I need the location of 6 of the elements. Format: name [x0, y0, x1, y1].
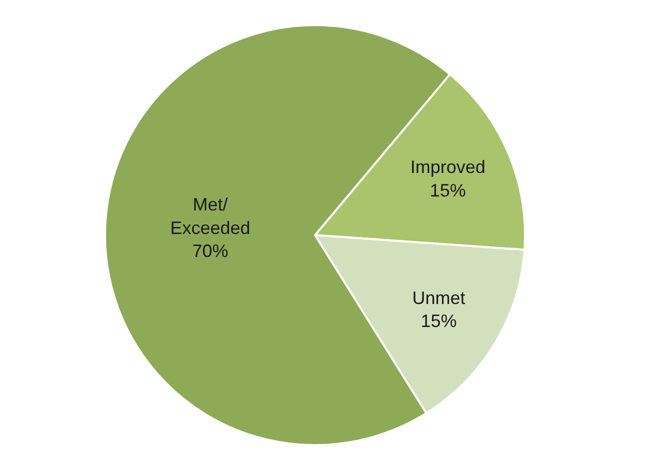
data-label: 15% [420, 311, 457, 332]
slice-label: Unmet [412, 288, 466, 308]
slice-label: Met/Exceeded [170, 194, 250, 238]
slice-label: Improved [410, 157, 486, 178]
data-label: 15% [430, 180, 466, 200]
data-label: 70% [192, 241, 228, 262]
